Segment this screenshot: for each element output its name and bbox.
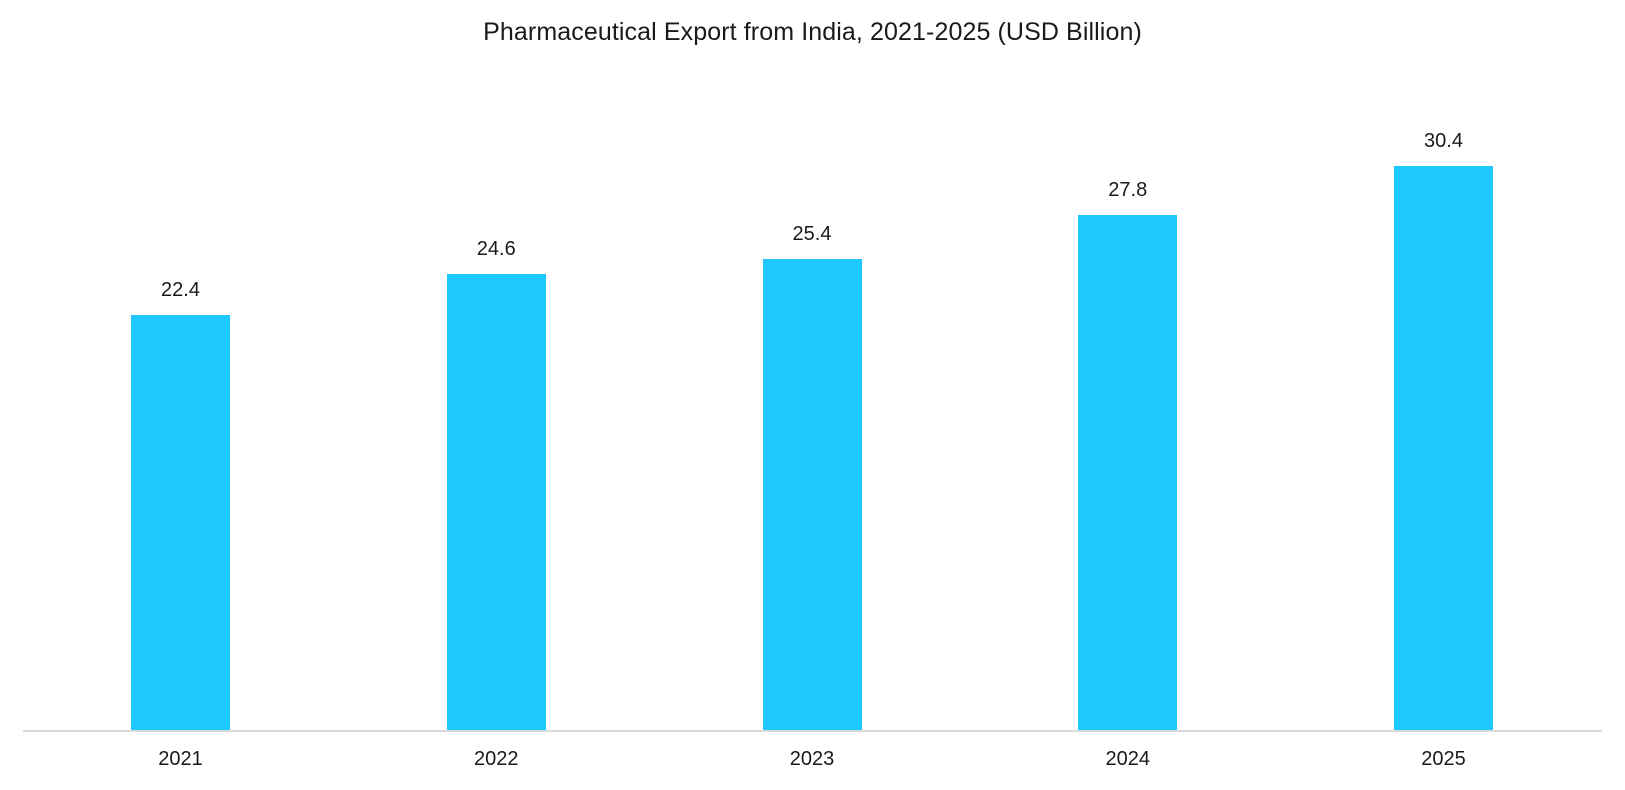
bar-2021 — [131, 314, 230, 730]
bar-2025 — [1394, 166, 1493, 730]
bar-2022 — [446, 273, 546, 730]
data-label-2022: 24.6 — [476, 237, 516, 260]
chart-title: Pharmaceutical Export from India, 2021-2… — [483, 18, 1142, 46]
x-tick-2024: 2024 — [1105, 748, 1151, 770]
data-label-2023: 25.4 — [792, 223, 832, 246]
data-label-2025: 30.4 — [1424, 130, 1463, 153]
data-label-2024: 27.8 — [1108, 178, 1148, 201]
data-label-2021: 22.4 — [161, 278, 200, 301]
x-tick-2021: 2021 — [158, 748, 203, 770]
bar-2023 — [762, 259, 862, 730]
bar-2024 — [1078, 214, 1178, 730]
x-tick-2022: 2022 — [474, 748, 519, 770]
x-tick-2023: 2023 — [789, 748, 835, 770]
x-tick-2025: 2025 — [1421, 748, 1466, 770]
x-axis-line — [23, 730, 1602, 732]
